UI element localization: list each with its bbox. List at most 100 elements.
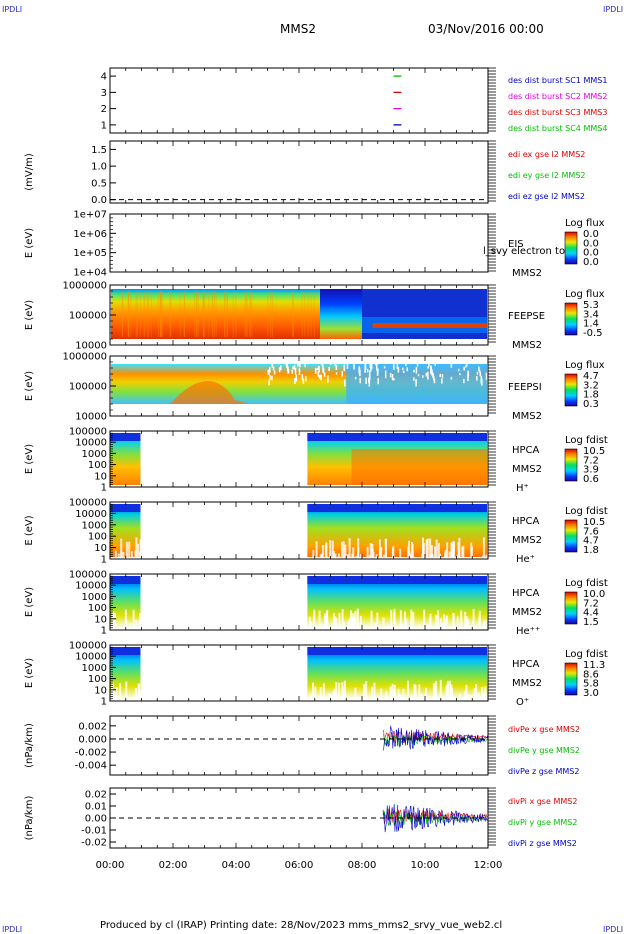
spectrogram-gap <box>473 688 476 708</box>
species-label: He⁺ <box>516 554 535 565</box>
spectrogram-gap <box>420 694 423 714</box>
spectrogram-gap <box>382 617 385 637</box>
spectrogram-gap <box>117 553 120 574</box>
spectrogram-gap <box>459 693 462 714</box>
spectrogram-streak <box>301 291 303 337</box>
y-tick-label: 100 <box>88 603 107 614</box>
spectrogram-gap <box>446 542 449 563</box>
spectrogram-gap <box>422 542 425 563</box>
spectrogram-gap <box>391 683 394 704</box>
legend-entry: des dist burst SC3 MMS3 <box>508 108 607 117</box>
spectrogram-gap <box>294 367 297 375</box>
spectrogram-gap <box>432 627 435 648</box>
spectrogram-gap <box>384 538 387 559</box>
spectrogram-gap <box>273 370 276 375</box>
spectrogram-gap <box>428 362 430 367</box>
y-tick-label: 100000 <box>69 641 107 652</box>
y-axis-label: (nPa/km) <box>24 796 35 841</box>
spectrogram-gap <box>459 373 461 376</box>
spectrogram-gap <box>337 553 340 574</box>
y-tick-label: 10000 <box>75 581 107 592</box>
spectrogram-gap <box>483 620 486 641</box>
spectrogram-block <box>320 289 362 339</box>
corner-label-bottom-left: IPDLI <box>2 925 23 934</box>
y-tick-label: 1000000 <box>62 352 107 363</box>
corner-label-bottom-right: IPDLI <box>603 925 624 934</box>
spectrogram-gap <box>478 366 480 372</box>
colorbar-tick-label: 4.4 <box>583 608 599 619</box>
spectrogram-gap <box>364 361 367 370</box>
spectrogram-streak <box>161 291 163 337</box>
spectrogram-gap <box>280 365 282 371</box>
spectrogram-gap <box>485 373 488 377</box>
panel-frame <box>109 140 489 204</box>
colorbar-tick-label: 1.8 <box>583 390 599 401</box>
spectrogram-block <box>110 576 141 584</box>
spectrogram-gap <box>470 542 473 563</box>
colorbar <box>564 591 578 625</box>
spectrogram-gap <box>479 372 482 377</box>
spectrogram-streak <box>313 291 315 337</box>
spectrogram-gap <box>438 696 441 717</box>
spectrogram-gap <box>340 360 342 363</box>
spectrogram-gap <box>139 556 142 577</box>
colorbar-tick-label: 7.6 <box>583 526 599 537</box>
y-tick-label: 4 <box>101 72 107 83</box>
spectrogram-gap <box>383 366 386 369</box>
spectrogram-gap <box>113 689 116 710</box>
spectrogram-gap <box>271 375 273 381</box>
spectrogram-gap <box>312 682 315 703</box>
spectrogram-gap <box>312 550 315 571</box>
legend-entry: edi ex gse l2 MMS2 <box>508 150 585 159</box>
spectrogram-block <box>351 449 487 485</box>
spectrogram-gap <box>463 378 465 384</box>
spectrogram-gap <box>304 360 306 368</box>
spectrogram-gap <box>321 544 324 565</box>
spectrogram-feature <box>170 380 250 404</box>
spectrogram-gap <box>441 378 443 384</box>
spectrogram-streak <box>270 291 272 337</box>
spectrogram-streak <box>160 291 162 337</box>
spectrogram-gap <box>482 537 485 558</box>
spectrogram-gap <box>370 362 373 370</box>
instrument-label: HPCA <box>512 445 540 456</box>
spectrogram-gap <box>344 544 347 565</box>
y-tick-label: 1 <box>101 120 107 131</box>
spectrogram-gap <box>433 378 436 384</box>
spectrogram-gap <box>359 377 361 384</box>
spectrogram-gap <box>360 553 363 574</box>
spectrogram-gap <box>114 550 117 571</box>
spectrogram-gap <box>287 369 290 373</box>
spectrogram-streak <box>170 291 172 337</box>
spectrogram-gap <box>335 682 338 702</box>
colorbar-tick-label: 4.7 <box>583 536 599 547</box>
spectrogram-streak <box>128 291 130 337</box>
spectrogram-gap <box>389 686 392 707</box>
spectrogram-streak <box>169 291 171 337</box>
x-tick-label: 12:00 <box>474 860 503 871</box>
spectrogram-gap <box>431 370 433 376</box>
y-tick-label: 0.01 <box>85 802 107 813</box>
spectrogram-gap <box>405 618 408 639</box>
spectrogram-gap <box>338 612 341 633</box>
spectrogram-gap <box>434 361 436 366</box>
y-tick-label: -0.004 <box>75 761 107 772</box>
y-tick-label: 100 <box>88 460 107 471</box>
spectrogram-gap <box>393 611 396 632</box>
spectrogram-block <box>110 504 141 512</box>
spectrogram-gap <box>329 540 332 561</box>
spectrogram-gap <box>120 550 123 571</box>
instrument-label: HPCA <box>512 588 540 599</box>
spectrogram-gap <box>286 364 288 368</box>
y-axis-label: E (eV) <box>24 587 35 617</box>
y-tick-label: 3 <box>101 88 107 99</box>
spectrogram-streak <box>293 291 295 337</box>
spectrogram-streak <box>146 291 148 337</box>
spectrogram-gap <box>317 371 319 377</box>
spectrogram-gap <box>137 543 140 564</box>
spectrogram-gap <box>417 374 420 377</box>
y-tick-label: 1000 <box>82 520 107 531</box>
spectrogram-streak <box>246 291 248 337</box>
spectrogram-gap <box>452 541 455 561</box>
spectrogram-gap <box>462 545 465 566</box>
